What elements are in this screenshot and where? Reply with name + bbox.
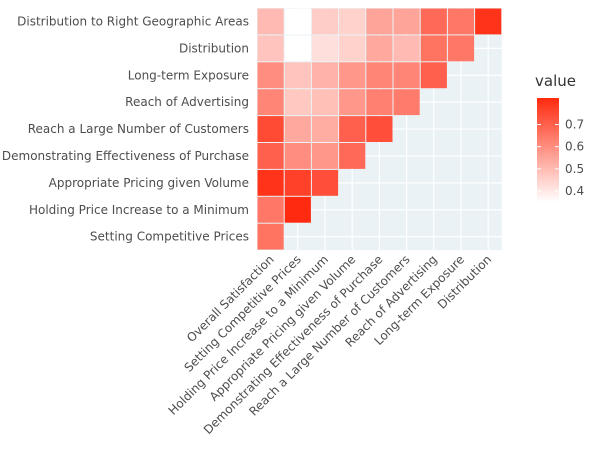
- heatmap-cell: [257, 62, 284, 89]
- heatmap-cell: [366, 116, 393, 142]
- heatmap-cell: [284, 62, 311, 89]
- heatmap-cell: [420, 35, 447, 62]
- legend-title: value: [535, 72, 576, 90]
- heatmap-cell: [257, 116, 284, 142]
- heatmap-cell: [420, 62, 447, 89]
- heatmap-cell: [257, 8, 284, 35]
- heatmap-cell: [366, 8, 393, 35]
- heatmap-cell: [311, 116, 339, 142]
- heatmap-cell: [393, 8, 420, 35]
- heatmap-cell: [284, 89, 311, 116]
- heatmap-cell: [339, 89, 366, 116]
- y-tick-label: Distribution: [179, 41, 249, 55]
- y-tick-label: Reach of Advertising: [125, 95, 249, 109]
- legend-tick-label: 0.4: [565, 184, 584, 198]
- y-tick-label: Holding Price Increase to a Minimum: [29, 203, 249, 217]
- heatmap-cell: [257, 35, 284, 62]
- legend-tick-label: 0.6: [565, 140, 584, 154]
- heatmap-cell: [393, 62, 420, 89]
- y-axis-labels: Distribution to Right Geographic Areas Di…: [2, 14, 249, 243]
- heatmap-cell: [257, 223, 284, 250]
- legend-ticks: 0.4 0.5 0.6 0.7: [537, 118, 584, 198]
- legend-tick-label: 0.5: [565, 162, 584, 176]
- legend: value 0.4 0.5 0.6 0.7: [535, 72, 584, 202]
- heatmap-cell: [284, 116, 311, 142]
- heatmap-cell: [284, 35, 311, 62]
- heatmap-cell: [284, 143, 311, 169]
- heatmap-cell: [447, 8, 475, 35]
- heatmap-cell: [311, 35, 339, 62]
- y-tick-label: Demonstrating Effectiveness of Purchase: [2, 149, 249, 163]
- heatmap-cell: [366, 89, 393, 116]
- heatmap-cell: [366, 62, 393, 89]
- heatmap-cell: [420, 8, 447, 35]
- heatmap-cell: [257, 143, 284, 169]
- heatmap-cell: [447, 35, 475, 62]
- y-tick-label: Setting Competitive Prices: [90, 230, 249, 244]
- heatmap-cell: [257, 169, 284, 196]
- heatmap-cell: [339, 35, 366, 62]
- heatmap-cell: [366, 35, 393, 62]
- heatmap-cell: [311, 169, 339, 196]
- heatmap-cell: [284, 169, 311, 196]
- heatmap-cell: [339, 62, 366, 89]
- y-tick-label: Long-term Exposure: [128, 68, 249, 82]
- heatmap-cell: [311, 89, 339, 116]
- legend-colorbar: [537, 98, 559, 202]
- y-tick-label: Appropriate Pricing given Volume: [49, 176, 249, 190]
- heatmap-cell: [339, 8, 366, 35]
- heatmap-cell: [257, 89, 284, 116]
- heatmap-cell: [257, 196, 284, 223]
- heatmap-cell: [393, 35, 420, 62]
- heatmap-cell: [311, 8, 339, 35]
- heatmap-cell: [284, 8, 311, 35]
- heatmap-cell: [393, 89, 420, 116]
- heatmap-cell: [311, 62, 339, 89]
- y-tick-label: Reach a Large Number of Customers: [28, 122, 249, 136]
- legend-tick-label: 0.7: [565, 118, 584, 132]
- heatmap-cell: [339, 116, 366, 142]
- heatmap-cell: [311, 143, 339, 169]
- heatmap-cell: [284, 196, 311, 223]
- y-tick-label: Distribution to Right Geographic Areas: [17, 14, 249, 28]
- heatmap-tiles: [257, 8, 502, 250]
- heatmap-cell: [475, 8, 502, 35]
- heatmap-cell: [339, 143, 366, 169]
